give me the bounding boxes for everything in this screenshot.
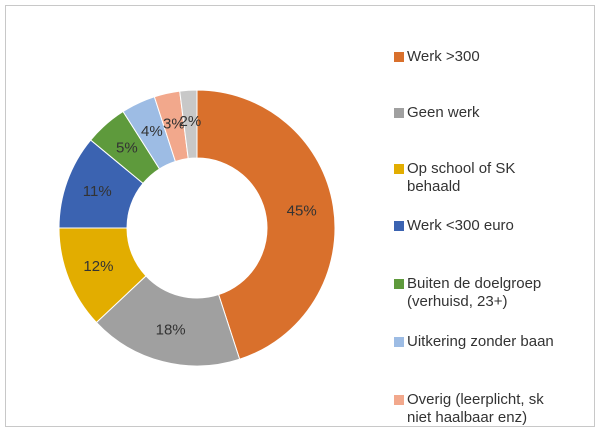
- data-label: 3%: [163, 116, 185, 133]
- legend-item: Werk <300 euro: [394, 217, 579, 235]
- legend-label: Buiten de doelgroep (verhuisd, 23+): [407, 275, 542, 310]
- data-label: 18%: [156, 322, 186, 339]
- data-label: 2%: [180, 113, 202, 130]
- legend-label: Overig (leerplicht, sk niet haalbaar enz…: [407, 391, 544, 426]
- chart-frame: [5, 5, 595, 427]
- legend-swatch: [394, 337, 404, 347]
- legend-swatch: [394, 221, 404, 231]
- slice: [196, 89, 336, 360]
- slice: [179, 89, 198, 160]
- legend-item: Op school of SK behaald: [394, 160, 579, 196]
- data-label: 4%: [141, 123, 163, 140]
- legend-label: Werk >300: [407, 48, 480, 65]
- data-label: 12%: [83, 258, 113, 275]
- legend-swatch: [394, 279, 404, 289]
- data-label: 5%: [116, 139, 138, 156]
- legend-item: Overig (leerplicht, sk niet haalbaar enz…: [394, 391, 579, 427]
- legend-swatch: [394, 108, 404, 118]
- legend-swatch: [394, 395, 404, 405]
- data-label: 45%: [287, 202, 317, 219]
- legend-label: Werk <300 euro: [407, 217, 514, 234]
- legend-label: Op school of SK behaald: [407, 160, 516, 195]
- legend-swatch: [394, 52, 404, 62]
- legend-item: Buiten de doelgroep (verhuisd, 23+): [394, 275, 579, 311]
- data-label: 11%: [83, 183, 112, 200]
- legend-item: Werk >300: [394, 48, 579, 66]
- legend-label: Uitkering zonder baan: [407, 333, 554, 350]
- legend-swatch: [394, 164, 404, 174]
- legend-label: Geen werk: [407, 104, 480, 121]
- legend-item: Geen werk: [394, 104, 579, 122]
- legend-item: Uitkering zonder baan: [394, 333, 579, 351]
